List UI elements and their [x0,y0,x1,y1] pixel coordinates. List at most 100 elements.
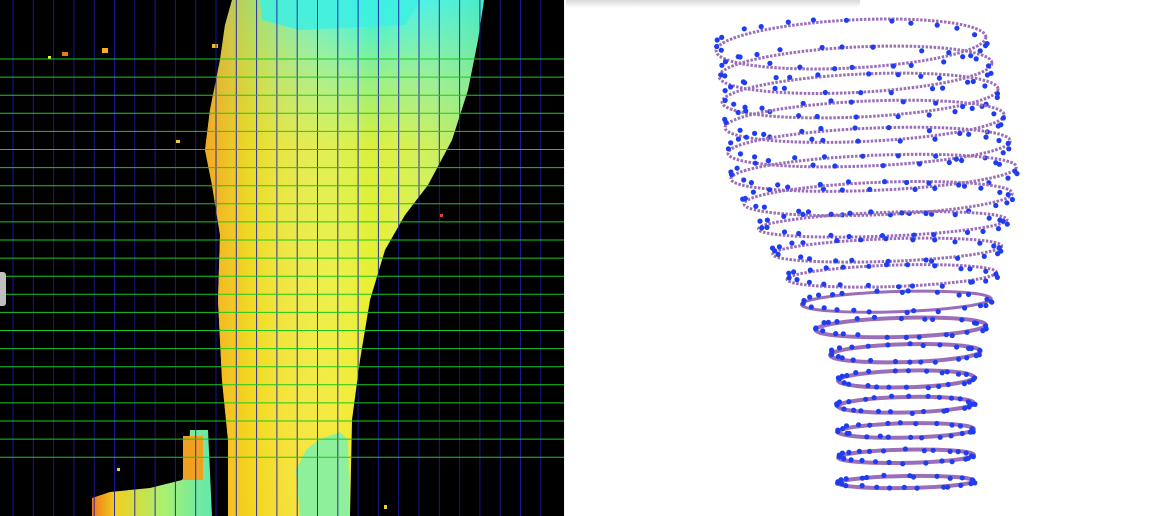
point-cloud-point [843,17,849,23]
point-cloud-point [830,292,836,298]
point-cloud-point [866,368,872,374]
point-cloud-point [892,368,898,374]
point-cloud-point [828,232,834,238]
point-cloud-point [851,407,857,413]
point-cloud-point [856,422,862,428]
point-cloud-point [737,54,743,60]
point-cloud-ring [717,44,994,95]
panel-scroll-handle[interactable] [0,272,6,306]
point-cloud-point [859,457,865,464]
point-cloud-point [997,189,1003,195]
point-cloud-point [735,109,741,116]
point-cloud-point [983,323,989,329]
point-cloud-point [955,371,962,377]
point-cloud-point [843,476,849,482]
point-cloud-point [872,459,879,465]
point-cloud-point [796,230,802,237]
point-cloud-point [714,37,720,43]
point-cloud-point [966,379,972,385]
point-cloud-point [916,161,923,167]
point-cloud-point [932,237,938,243]
point-cloud-point [722,88,728,94]
depth-horizontal-grid [0,58,564,458]
point-cloud-point [959,317,965,323]
point-cloud-point [946,50,952,56]
point-cloud-point [761,204,767,210]
point-cloud-point [866,448,873,454]
point-cloud-point [864,474,870,481]
point-cloud-point [821,320,827,326]
point-cloud-point [932,359,938,365]
point-cloud-point [871,314,878,320]
point-cloud-point [929,258,935,264]
point-cloud-ring [729,152,1018,193]
point-cloud-point [904,179,910,186]
top-shadow-bar [566,0,860,8]
point-cloud-point [932,263,938,269]
point-cloud-panel [566,0,1164,516]
point-cloud-point [799,128,805,134]
point-cloud-point [985,63,992,69]
point-cloud-point [886,125,892,131]
point-cloud-canvas [714,17,1020,491]
point-cloud-point [941,59,947,65]
point-cloud-point [958,482,964,488]
point-cloud-point [965,291,972,297]
point-cloud-point [881,472,887,478]
point-cloud-point [794,277,800,283]
point-cloud-point [858,408,864,414]
depth-foot-region [92,430,350,516]
point-cloud-point [969,105,975,111]
point-cloud-point [953,156,959,162]
point-cloud-point [791,269,797,275]
point-cloud-point [722,97,728,103]
point-cloud-point [932,185,938,191]
point-cloud-point [918,73,924,79]
point-cloud-point [817,181,823,188]
point-cloud-point [981,253,987,259]
point-cloud-point [980,328,986,334]
point-cloud-point [743,134,749,140]
point-cloud-point [983,278,989,284]
point-cloud-rings [714,17,1020,491]
point-cloud-point [750,189,756,195]
point-cloud-point [886,459,892,465]
point-cloud-point [895,113,901,120]
point-cloud-point [955,255,961,261]
point-cloud-point [836,399,843,405]
point-cloud-point [885,434,891,440]
point-cloud-point [966,131,972,137]
point-cloud-point [828,211,834,217]
panel-divider [564,0,565,516]
point-cloud-point [930,316,936,322]
point-cloud-point [837,282,843,288]
point-cloud-point [945,381,951,388]
point-cloud-point [948,433,954,439]
point-cloud-point [772,85,778,91]
point-cloud-point [905,368,911,374]
point-cloud-point [874,384,880,390]
point-cloud-point [852,125,858,131]
point-cloud-point [845,179,852,185]
point-cloud-point [883,236,889,242]
point-cloud-point [777,47,783,53]
point-cloud-point [984,72,990,78]
point-cloud-point [775,182,781,188]
point-cloud-point [996,137,1002,144]
point-cloud-point [961,381,967,387]
point-cloud-point [839,373,845,379]
point-cloud-point [889,18,895,24]
point-cloud-point [735,136,741,142]
point-cloud-point [935,309,941,315]
point-cloud-point [936,383,942,389]
point-cloud-point [728,84,734,90]
point-cloud-point [911,232,917,238]
point-cloud-point [823,265,829,271]
point-cloud-point [829,347,835,353]
point-cloud-point [994,91,1001,97]
point-cloud-point [722,59,729,65]
point-cloud-point [925,385,931,391]
point-cloud-point [1000,150,1006,156]
point-cloud-point [940,85,946,91]
point-cloud-point [781,213,787,219]
